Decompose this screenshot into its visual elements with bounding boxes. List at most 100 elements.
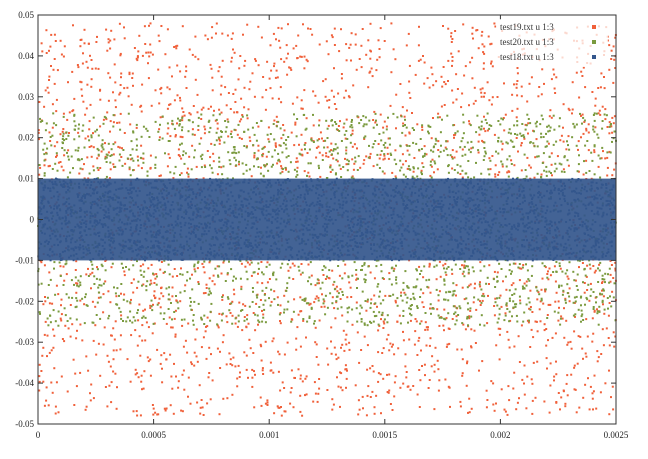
data-point bbox=[484, 118, 487, 121]
data-point bbox=[150, 104, 153, 107]
data-point bbox=[305, 375, 308, 378]
data-point bbox=[583, 282, 586, 284]
data-point bbox=[478, 369, 480, 372]
data-point bbox=[604, 281, 606, 284]
data-point bbox=[527, 118, 530, 120]
data-point bbox=[243, 316, 246, 318]
data-point bbox=[468, 284, 471, 287]
data-point bbox=[123, 87, 126, 90]
data-point bbox=[517, 335, 520, 338]
data-point bbox=[109, 155, 112, 157]
data-point bbox=[601, 146, 604, 149]
data-point bbox=[232, 146, 235, 149]
data-point bbox=[99, 167, 102, 169]
data-point bbox=[401, 153, 404, 156]
data-point bbox=[564, 405, 567, 408]
data-point bbox=[92, 132, 94, 135]
data-point bbox=[141, 339, 144, 342]
data-point bbox=[451, 56, 454, 58]
data-point bbox=[597, 87, 600, 89]
data-point bbox=[351, 145, 354, 148]
data-point bbox=[420, 269, 423, 272]
data-point bbox=[200, 316, 203, 319]
data-point bbox=[608, 125, 611, 128]
data-point bbox=[245, 146, 248, 149]
data-point bbox=[168, 103, 171, 106]
data-point bbox=[433, 363, 436, 366]
data-point bbox=[306, 152, 309, 154]
data-point bbox=[310, 307, 313, 310]
data-point bbox=[320, 305, 323, 308]
data-point bbox=[173, 311, 176, 313]
data-point bbox=[584, 274, 587, 277]
data-point bbox=[381, 170, 384, 173]
data-point bbox=[50, 144, 53, 147]
data-point bbox=[95, 277, 98, 280]
data-point bbox=[210, 67, 213, 70]
data-point bbox=[560, 134, 563, 137]
data-point bbox=[43, 159, 46, 162]
data-point bbox=[480, 301, 483, 304]
data-point bbox=[431, 307, 434, 310]
data-point bbox=[438, 155, 441, 158]
data-point bbox=[137, 319, 140, 322]
data-point bbox=[449, 290, 452, 293]
data-point bbox=[571, 136, 574, 139]
data-point bbox=[150, 263, 153, 266]
data-point bbox=[119, 310, 122, 313]
data-point bbox=[74, 124, 77, 127]
data-point bbox=[459, 173, 462, 175]
data-point bbox=[278, 144, 281, 147]
data-point bbox=[317, 392, 320, 395]
data-point bbox=[566, 292, 569, 294]
data-point bbox=[280, 58, 283, 61]
data-point bbox=[153, 290, 156, 293]
data-point bbox=[418, 148, 421, 151]
data-point bbox=[536, 289, 539, 292]
data-point bbox=[193, 133, 196, 136]
data-point bbox=[206, 316, 209, 319]
data-point bbox=[376, 163, 379, 166]
data-point bbox=[109, 161, 112, 164]
data-point bbox=[260, 261, 263, 263]
data-point bbox=[435, 278, 438, 281]
data-point bbox=[326, 347, 329, 350]
data-point bbox=[345, 130, 348, 132]
data-point bbox=[490, 62, 492, 65]
data-point bbox=[171, 275, 174, 278]
data-point bbox=[178, 124, 181, 127]
data-point bbox=[289, 402, 292, 405]
data-point bbox=[272, 123, 275, 125]
data-point bbox=[402, 125, 405, 127]
data-point bbox=[483, 155, 486, 158]
data-point bbox=[518, 263, 521, 265]
data-point bbox=[583, 267, 586, 270]
data-point bbox=[215, 139, 218, 142]
data-point bbox=[97, 177, 99, 180]
data-point bbox=[464, 65, 467, 68]
data-point bbox=[229, 163, 232, 166]
data-point bbox=[447, 80, 449, 82]
data-point bbox=[356, 320, 359, 323]
data-point bbox=[437, 299, 440, 302]
data-point bbox=[286, 286, 289, 289]
data-point bbox=[602, 289, 605, 292]
data-point bbox=[419, 288, 422, 291]
data-point bbox=[306, 320, 309, 323]
data-point bbox=[180, 267, 182, 270]
data-point bbox=[88, 146, 91, 148]
data-point bbox=[334, 353, 337, 356]
data-point bbox=[456, 130, 459, 133]
data-point bbox=[480, 128, 483, 131]
data-point bbox=[324, 266, 327, 269]
data-point bbox=[285, 139, 288, 141]
data-point bbox=[592, 306, 595, 308]
data-point bbox=[482, 292, 485, 295]
data-point bbox=[516, 80, 519, 82]
data-point bbox=[296, 326, 299, 329]
data-point bbox=[506, 413, 509, 416]
data-point bbox=[508, 155, 511, 158]
data-point bbox=[608, 150, 611, 153]
data-point bbox=[516, 72, 519, 75]
data-point bbox=[443, 298, 445, 301]
